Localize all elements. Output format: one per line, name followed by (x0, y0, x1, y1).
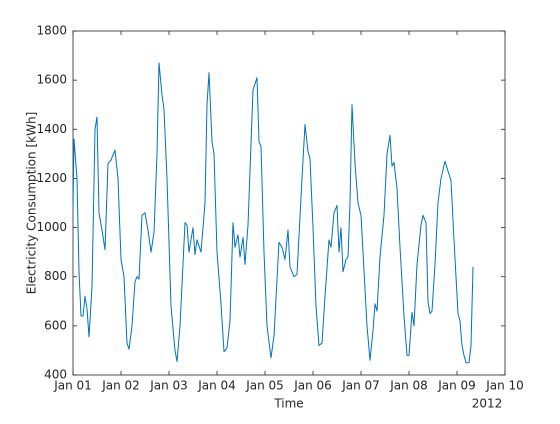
x-axis-secondary-label: 2012 (472, 397, 503, 411)
x-tick-label: Jan 04 (197, 379, 236, 393)
x-tick-label: Jan 05 (245, 379, 284, 393)
x-tick-label: Jan 09 (437, 379, 476, 393)
y-tick-label: 400 (44, 368, 67, 382)
y-tick-label: 1400 (36, 122, 67, 136)
x-tick-label: Jan 07 (341, 379, 380, 393)
x-tick-label: Jan 03 (149, 379, 188, 393)
y-tick-label: 1600 (36, 73, 67, 87)
x-tick-label: Jan 06 (293, 379, 332, 393)
x-tick-label: Jan 08 (389, 379, 428, 393)
y-tick-label: 800 (44, 269, 67, 283)
x-tick-label: Jan 02 (101, 379, 140, 393)
data-line (72, 62, 474, 364)
y-tick-label: 1200 (36, 171, 67, 185)
x-axis-label: Time (273, 397, 303, 411)
y-tick-label: 600 (44, 318, 67, 332)
x-tick-label: Jan 10 (485, 379, 524, 393)
x-tick-label: Jan 01 (53, 379, 92, 393)
y-tick-label: 1000 (36, 220, 67, 234)
axes-box (72, 30, 506, 376)
y-axis-label: Electricity Consumption [kWh] (25, 112, 39, 295)
y-tick-label: 1800 (36, 24, 67, 38)
